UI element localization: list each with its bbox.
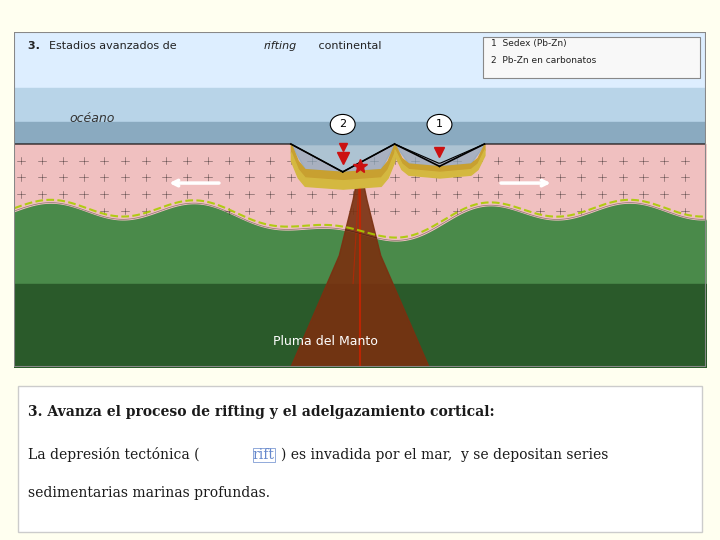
- FancyBboxPatch shape: [483, 37, 700, 78]
- Bar: [14, 88, 706, 127]
- Text: 1  Sedex (Pb-Zn): 1 Sedex (Pb-Zn): [491, 39, 567, 49]
- Text: La depresión tectónica (: La depresión tectónica (: [28, 447, 199, 462]
- Polygon shape: [291, 166, 429, 367]
- Bar: [14, 32, 706, 99]
- Text: 3. Avanza el proceso de rifting y el adelgazamiento cortical:: 3. Avanza el proceso de rifting y el ade…: [28, 405, 495, 419]
- Text: 3.: 3.: [28, 41, 44, 51]
- Text: 1: 1: [436, 119, 443, 130]
- Text: Pluma del Manto: Pluma del Manto: [273, 335, 378, 348]
- Text: rift: rift: [253, 448, 275, 462]
- Text: 2  Pb-Zn en carbonatos: 2 Pb-Zn en carbonatos: [491, 56, 597, 65]
- Text: sedimentarias marinas profundas.: sedimentarias marinas profundas.: [28, 486, 270, 500]
- FancyBboxPatch shape: [18, 386, 702, 532]
- Circle shape: [330, 114, 355, 134]
- Text: 2: 2: [339, 119, 346, 130]
- Text: ) es invadida por el mar,  y se depositan series: ) es invadida por el mar, y se depositan…: [281, 448, 608, 462]
- Bar: [14, 122, 706, 144]
- Circle shape: [427, 114, 452, 134]
- Text: continental: continental: [315, 41, 382, 51]
- Text: Estadios avanzados de: Estadios avanzados de: [49, 41, 180, 51]
- Text: océano: océano: [70, 112, 115, 125]
- Text: rifting: rifting: [264, 41, 297, 51]
